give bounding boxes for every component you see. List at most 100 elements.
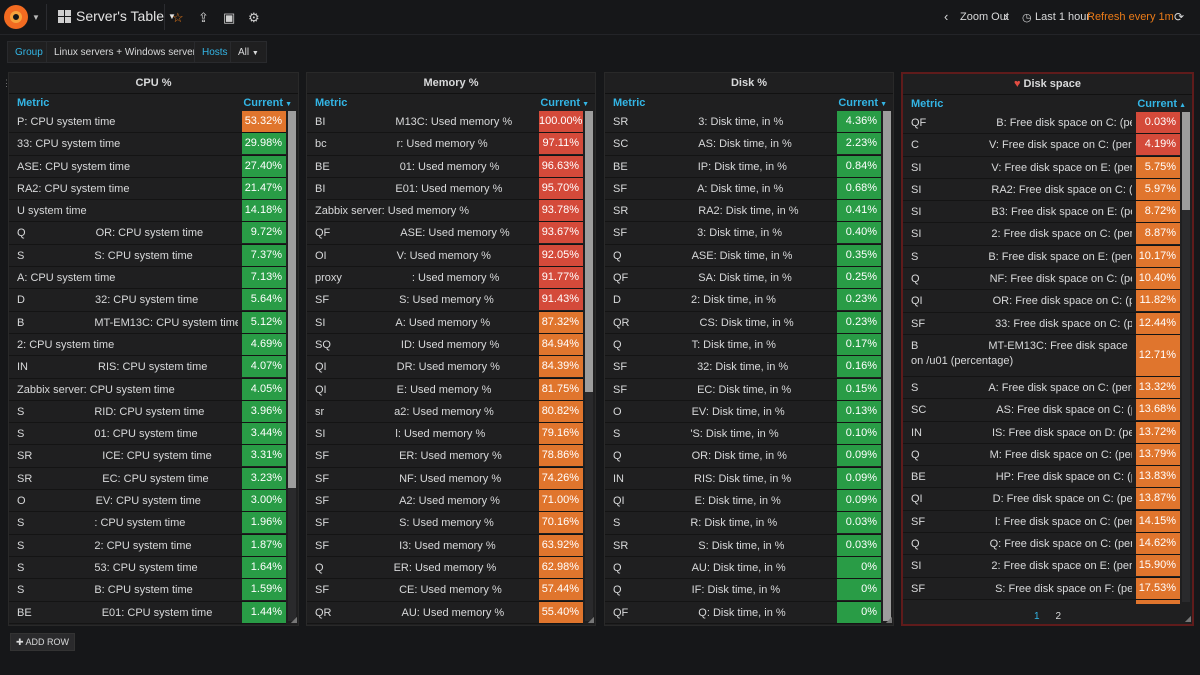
metric-cell: QI OR: Free disk space on C: (percentage) bbox=[911, 290, 1132, 312]
metric-host-prefix: S bbox=[613, 428, 621, 441]
metric-cell: 33: CPU system time bbox=[17, 133, 238, 155]
table-body: QF B: Free disk space on C: (percentage) 0… bbox=[903, 112, 1180, 604]
metric-host-prefix: SF bbox=[911, 317, 926, 330]
scrollbar-thumb[interactable] bbox=[585, 111, 593, 392]
column-header-current[interactable]: Current ▼ bbox=[540, 94, 589, 114]
metric-host-prefix: QF bbox=[613, 606, 629, 619]
scrollbar-thumb[interactable] bbox=[1182, 112, 1190, 210]
column-header-metric[interactable]: Metric bbox=[17, 97, 50, 109]
metric-cell: SR 3: Disk time, in % bbox=[613, 111, 833, 133]
page-link[interactable]: 1 bbox=[1033, 611, 1040, 622]
star-icon[interactable]: ☆ bbox=[172, 10, 184, 25]
current-value-cell: 10.40% bbox=[1136, 268, 1180, 290]
metric-name: CS: Disk time, in % bbox=[699, 316, 794, 329]
current-value-cell: 13.79% bbox=[1136, 443, 1180, 465]
current-value-cell: 95.70% bbox=[539, 177, 583, 199]
current-value-cell: 13.83% bbox=[1136, 466, 1180, 488]
refresh-icon[interactable]: ⟳ bbox=[1174, 10, 1185, 24]
table-row: 33: CPU system time 29.98% bbox=[9, 133, 286, 156]
current-value-cell: 5.64% bbox=[242, 289, 286, 311]
metric-name: S: CPU system time bbox=[94, 249, 193, 262]
page-link[interactable]: 2 bbox=[1055, 611, 1062, 622]
metric-host-prefix: Q bbox=[911, 448, 920, 461]
metric-name: 2: CPU system time bbox=[17, 338, 115, 351]
table-row: Q NF: Free disk space on C: (percentage) 1… bbox=[903, 268, 1180, 291]
chevron-right-icon[interactable]: › bbox=[1004, 9, 1009, 24]
table-row: Q IF: Disk time, in % 0% bbox=[605, 579, 881, 602]
metric-cell: SR RA2: Disk time, in % bbox=[613, 200, 833, 222]
table-row: SR ICE: CPU system time 3.31% bbox=[9, 445, 286, 468]
grafana-menu-button[interactable]: ▼ bbox=[4, 3, 42, 31]
panel-title[interactable]: CPU % bbox=[9, 73, 298, 94]
scrollbar[interactable] bbox=[1182, 112, 1190, 602]
table-row: U system time 14.18% bbox=[9, 200, 286, 223]
dashboard-picker[interactable]: Server's Table ▼ bbox=[58, 8, 176, 24]
metric-host-prefix: O bbox=[17, 495, 26, 508]
table-row: S S: CPU system time 7.37% bbox=[9, 244, 286, 268]
save-icon[interactable]: ▣ bbox=[223, 10, 236, 25]
metric-name: RA2: CPU system time bbox=[17, 182, 130, 195]
column-header-current[interactable]: Current ▼ bbox=[243, 94, 292, 114]
gear-icon[interactable]: ⚙ bbox=[248, 10, 260, 25]
metric-cell: QF ASE: Used memory % bbox=[315, 222, 535, 244]
table-row: Q AU: Disk time, in % 0% bbox=[605, 556, 881, 580]
metric-host-prefix: proxy bbox=[315, 272, 342, 285]
metric-host-prefix: QI bbox=[911, 295, 923, 308]
panel-title[interactable]: ♥ Disk space bbox=[903, 74, 1192, 95]
metric-cell: S B: Free disk space on E: (percentage) bbox=[911, 246, 1132, 268]
scrollbar[interactable] bbox=[883, 111, 891, 621]
metric-host-prefix: SI bbox=[911, 161, 922, 174]
current-value-cell: 63.92% bbox=[539, 534, 583, 556]
scrollbar[interactable] bbox=[288, 111, 296, 621]
resize-handle-icon[interactable]: ◢ bbox=[290, 615, 297, 624]
current-value-cell: 12.44% bbox=[1136, 312, 1180, 334]
table-row: BE E01: CPU system time 1.44% bbox=[9, 601, 286, 624]
current-value-cell: 4.36% bbox=[837, 111, 881, 132]
scrollbar[interactable] bbox=[585, 111, 593, 621]
resize-handle-icon[interactable]: ◢ bbox=[1184, 614, 1191, 623]
time-range-picker[interactable]: Last 1 hour bbox=[1035, 11, 1091, 23]
metric-name: Zabbix server: CPU system time bbox=[17, 383, 175, 396]
row-drag-handle-icon[interactable]: ⋮ bbox=[2, 78, 11, 88]
metric-cell: U system time bbox=[17, 200, 238, 222]
table-row: S R: Disk time, in % 0.03% bbox=[605, 512, 881, 535]
column-header-metric[interactable]: Metric bbox=[613, 97, 646, 109]
panel-title[interactable]: Memory % bbox=[307, 73, 595, 94]
table-row: BI M13C: Used memory % 100.00% bbox=[307, 111, 583, 134]
group-variable-label: Group bbox=[7, 41, 51, 63]
current-value-cell: 27.40% bbox=[242, 155, 286, 177]
resize-handle-icon[interactable]: ◢ bbox=[587, 615, 594, 624]
hosts-variable-label: Hosts bbox=[194, 41, 236, 63]
metric-host-prefix: SI bbox=[315, 316, 326, 329]
zoom-out-button[interactable]: Zoom Out bbox=[960, 11, 1009, 23]
panel-title[interactable]: Disk % bbox=[605, 73, 893, 94]
table-row: SR EC: CPU system time 3.23% bbox=[9, 467, 286, 491]
hosts-variable-select[interactable]: All ▼ bbox=[230, 41, 267, 63]
current-value-cell: 93.67% bbox=[539, 222, 583, 244]
scrollbar-thumb[interactable] bbox=[883, 111, 891, 621]
metric-cell: SQ ID: Used memory % bbox=[315, 334, 535, 356]
column-header-metric[interactable]: Metric bbox=[911, 98, 944, 110]
scrollbar-thumb[interactable] bbox=[288, 111, 296, 489]
table-row: IN RIS: Disk time, in % 0.09% bbox=[605, 467, 881, 491]
metric-cell: QF Q: Disk time, in % bbox=[613, 602, 833, 624]
column-header-metric[interactable]: Metric bbox=[315, 97, 348, 109]
current-value-cell: 0.35% bbox=[837, 244, 881, 266]
column-header-current[interactable]: Current ▼ bbox=[838, 94, 887, 114]
current-value-cell: 0.09% bbox=[837, 445, 881, 467]
current-value-cell: 0.03% bbox=[837, 512, 881, 534]
metric-host-prefix: Q bbox=[17, 227, 26, 240]
share-icon[interactable]: ⇪ bbox=[198, 10, 209, 25]
refresh-interval[interactable]: Refresh every 1m bbox=[1087, 11, 1174, 23]
metric-host-prefix: SI bbox=[315, 428, 326, 441]
add-row-button[interactable]: ✚ ADD ROW bbox=[10, 633, 76, 651]
resize-handle-icon[interactable]: ◢ bbox=[885, 615, 892, 624]
panel-title-text: CPU % bbox=[135, 77, 172, 89]
column-header-current[interactable]: Current ▲ bbox=[1137, 95, 1186, 115]
current-value-cell: 5.75% bbox=[1136, 156, 1180, 178]
current-value-cell: 14.18% bbox=[242, 200, 286, 222]
chevron-left-icon[interactable]: ‹ bbox=[944, 9, 949, 24]
metric-name: AU: Used memory % bbox=[401, 606, 505, 619]
metric-cell: SI 2: Free disk space on E: (percentage) bbox=[911, 555, 1132, 577]
group-variable-select[interactable]: Linux servers + Windows servers ▼ bbox=[46, 41, 219, 63]
